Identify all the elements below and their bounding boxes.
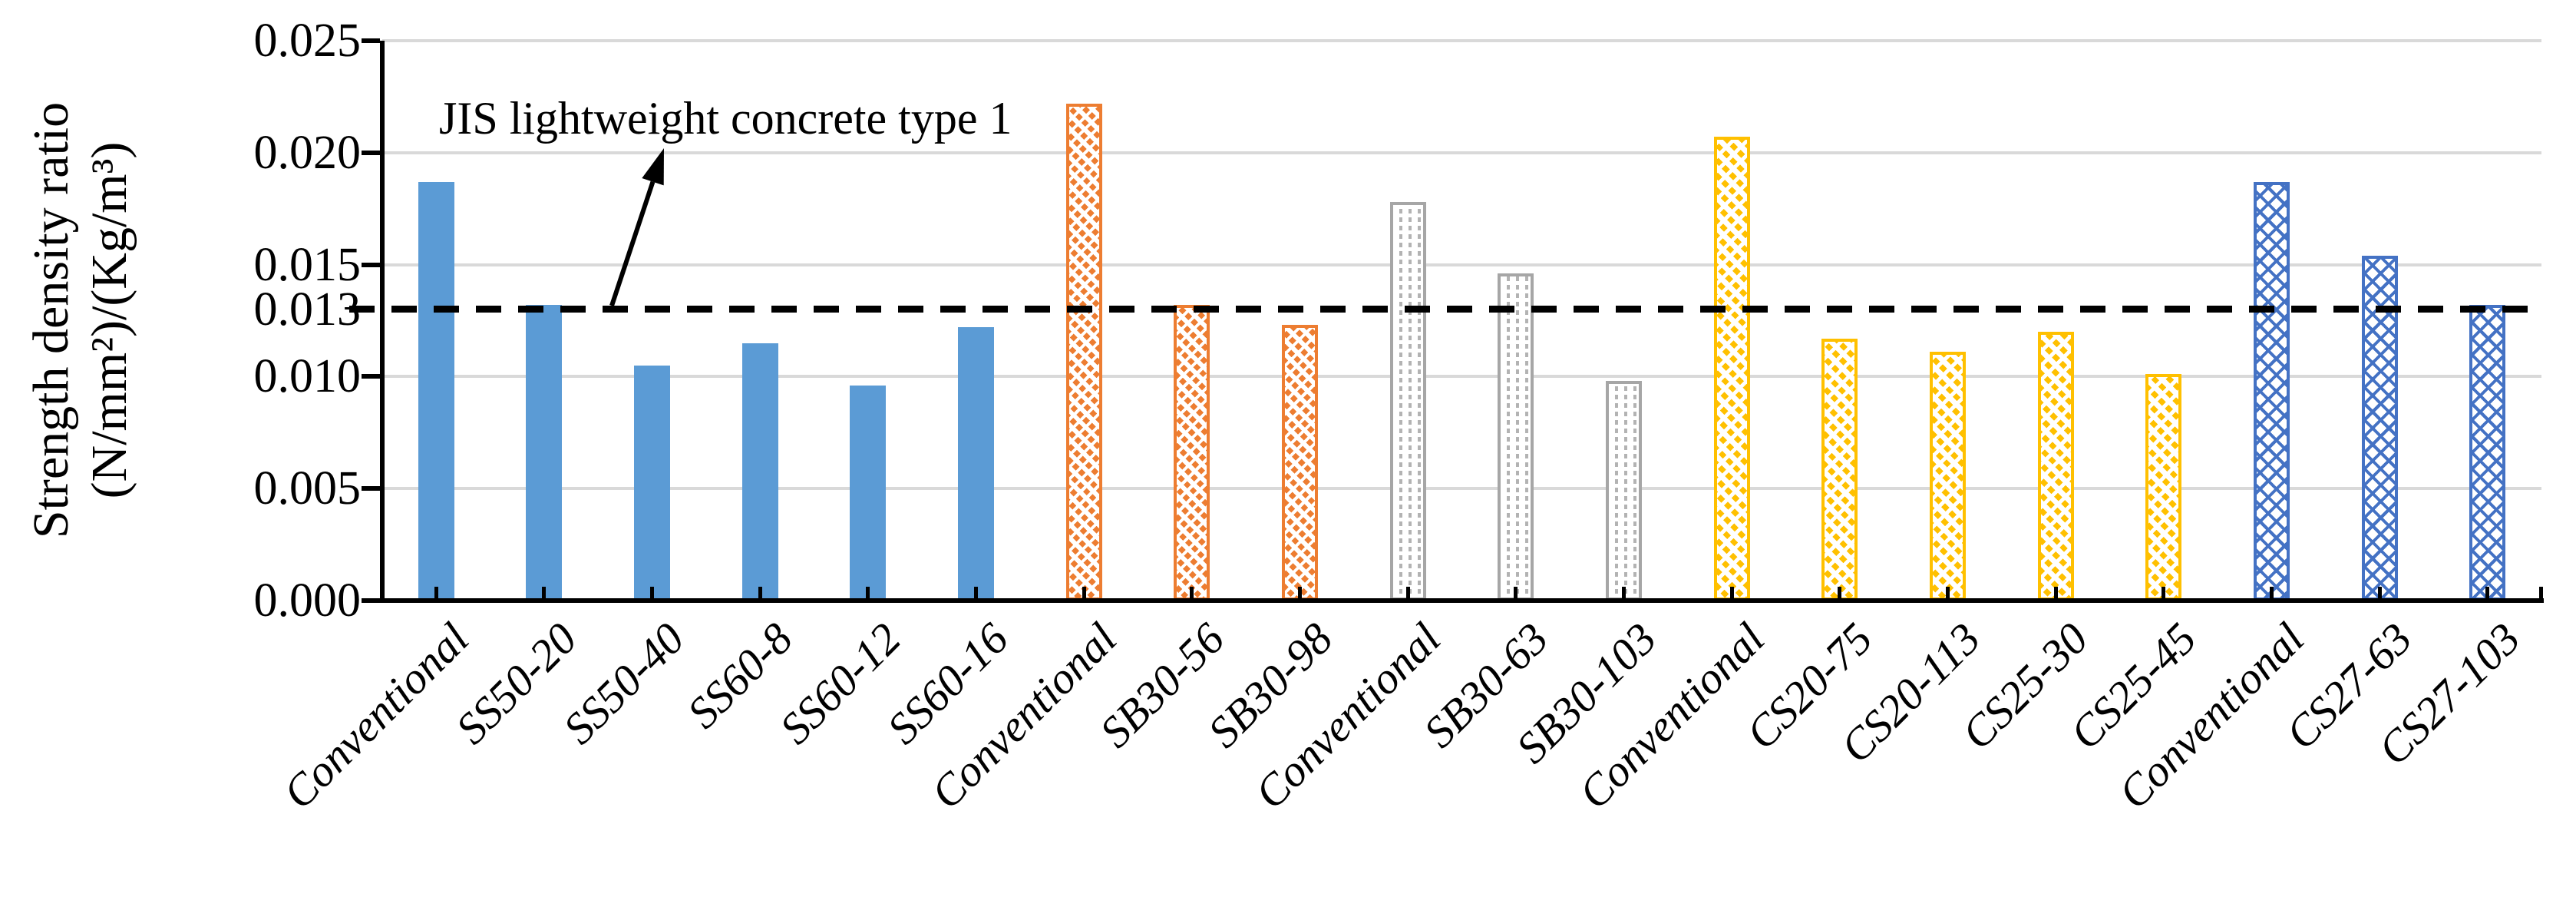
- bar-sb30-63-10: [1498, 273, 1534, 601]
- x-axis-endcap-tick: [2539, 587, 2543, 601]
- y-axis-title: Strength density ratio (N/mm²)/(Kg/m³): [22, 102, 139, 538]
- x-tick-16: [2162, 587, 2166, 601]
- bar-ss60-8-3: [741, 343, 778, 601]
- bar-cs20-75-13: [1821, 338, 1858, 601]
- x-tick-14: [1945, 587, 1950, 601]
- x-tick-12: [1729, 587, 1734, 601]
- bar-cs27-63-18: [2361, 255, 2398, 601]
- x-tick-0: [434, 587, 438, 601]
- bar-conventional-12: [1713, 137, 1750, 601]
- x-tick-1: [542, 587, 547, 601]
- bar-cs20-113-14: [1929, 352, 1966, 601]
- y-tick-0.000: [362, 598, 380, 603]
- x-tick-7: [1190, 587, 1194, 601]
- jis-reference-dashed-line: [349, 306, 2541, 313]
- x-axis-line: [380, 598, 2544, 603]
- x-tick-11: [1621, 587, 1626, 601]
- y-tick-0.005: [362, 486, 380, 492]
- y-tick-0.020: [362, 150, 380, 155]
- y-tick-label-0.005: 0.005: [253, 462, 362, 515]
- reference-line-annotation: JIS lightweight concrete type 1: [439, 93, 1012, 144]
- bar-ss60-16-5: [958, 327, 995, 601]
- x-tick-18: [2377, 587, 2382, 601]
- x-tick-5: [974, 587, 979, 601]
- bar-conventional-6: [1065, 103, 1102, 601]
- bar-ss50-20-1: [526, 305, 563, 601]
- y-axis-title-line2: (N/mm²)/(Kg/m³): [81, 141, 137, 499]
- bar-ss60-12-4: [850, 386, 887, 601]
- y-tick-0.025: [362, 38, 380, 43]
- x-tick-13: [1838, 587, 1842, 601]
- y-tick-label-0.025: 0.025: [253, 15, 362, 67]
- y-axis-title-line1: Strength density ratio: [23, 101, 79, 539]
- gridline-0.005: [382, 487, 2541, 491]
- gridline-0.025: [382, 39, 2541, 42]
- x-category-label-4: SS60-12: [769, 613, 910, 754]
- x-tick-17: [2269, 587, 2274, 601]
- y-tick-0.010: [362, 374, 380, 379]
- y-tick-label-0.013: 0.013: [253, 283, 362, 336]
- y-tick-label-0.015: 0.015: [253, 238, 362, 291]
- y-axis-line: [380, 41, 385, 603]
- annotation-arrow-line: [609, 180, 656, 306]
- x-tick-10: [1514, 587, 1518, 601]
- bar-conventional-0: [418, 181, 454, 601]
- bar-sb30-103-11: [1605, 381, 1642, 601]
- bar-cs27-103-19: [2469, 305, 2506, 601]
- gridline-0.020: [382, 151, 2541, 154]
- y-tick-label-0.000: 0.000: [253, 574, 362, 627]
- x-tick-8: [1298, 587, 1303, 601]
- x-tick-6: [1082, 587, 1086, 601]
- y-tick-label-0.020: 0.020: [253, 126, 362, 179]
- gridline-0.010: [382, 375, 2541, 379]
- bar-ss50-40-2: [634, 365, 671, 601]
- bar-sb30-56-7: [1174, 305, 1210, 601]
- bar-conventional-9: [1389, 201, 1426, 601]
- x-tick-19: [2485, 587, 2490, 601]
- x-tick-15: [2053, 587, 2058, 601]
- bar-conventional-17: [2253, 181, 2290, 601]
- y-tick-label-0.010: 0.010: [253, 350, 362, 403]
- x-tick-2: [650, 587, 655, 601]
- bar-sb30-98-8: [1282, 325, 1319, 601]
- gridline-0.015: [382, 263, 2541, 266]
- x-tick-9: [1405, 587, 1410, 601]
- bar-cs25-30-15: [2037, 332, 2074, 601]
- x-tick-3: [758, 587, 762, 601]
- bar-cs25-45-16: [2145, 374, 2182, 601]
- y-tick-0.015: [362, 262, 380, 267]
- x-tick-4: [866, 587, 870, 601]
- x-category-label-2: SS50-40: [553, 613, 695, 754]
- x-category-label-1: SS50-20: [445, 613, 586, 754]
